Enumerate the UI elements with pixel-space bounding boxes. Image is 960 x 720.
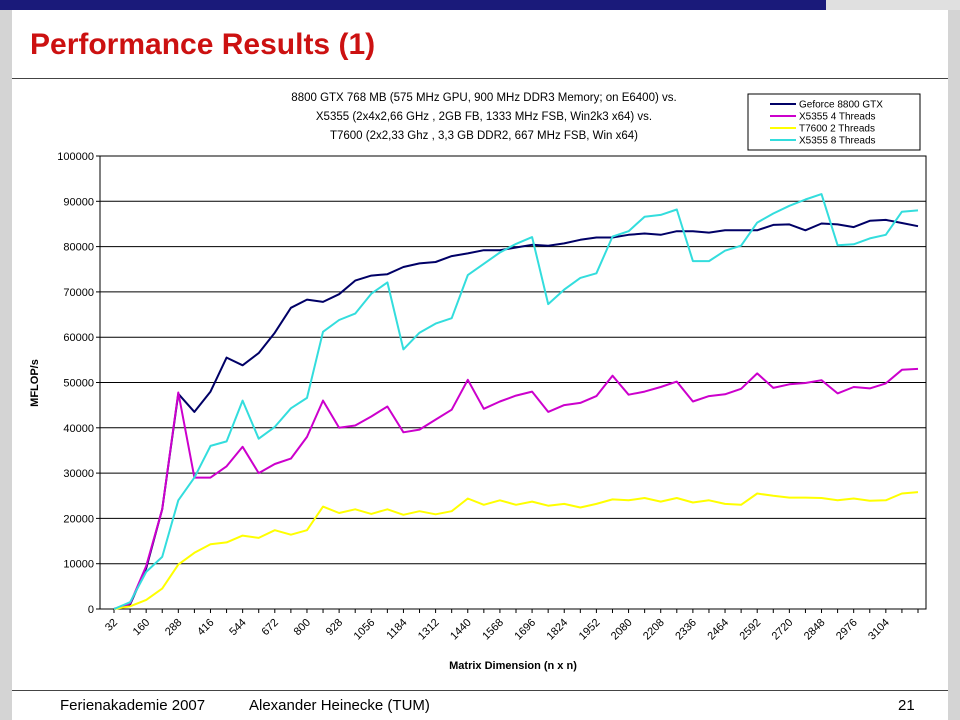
x-tick-label: 1952 [577,617,603,643]
x-tick-label: 2208 [641,617,667,643]
x-tick-label: 1568 [480,617,506,643]
right-border-band [948,10,960,720]
x-tick-label: 1056 [352,617,378,643]
y-tick-label: 10000 [63,559,94,571]
series-line-3 [113,491,919,610]
slide-title: Performance Results (1) [30,28,376,61]
footer-event: Ferienakademie 2007 [60,697,206,714]
x-tick-label: 544 [227,617,248,638]
chart-title-line-1: 8800 GTX 768 MB (575 MHz GPU, 900 MHz DD… [291,92,676,104]
y-tick-label: 60000 [63,332,94,344]
x-tick-label: 32 [103,617,120,634]
gridlines [100,200,926,565]
top-accent-bar-right [826,0,960,10]
x-tick-label: 672 [259,617,280,638]
y-tick-label: 90000 [63,196,94,208]
footer-author: Alexander Heinecke (TUM) [249,697,430,714]
legend-label: X5355 4 Threads [799,112,876,123]
series-lines [113,193,919,610]
series-line-2 [113,367,919,610]
chart-title-line-3: T7600 (2x2,33 Ghz , 3,3 GB DDR2, 667 MHz… [330,130,638,142]
x-tick-label: 2080 [609,617,635,643]
left-border-band [0,10,12,720]
x-tick-label: 3104 [866,617,892,643]
y-tick-label: 40000 [63,423,94,435]
x-axis-title: Matrix Dimension (n x n) [449,660,577,672]
x-tick-label: 2336 [673,617,699,643]
series-line-1 [113,218,919,610]
performance-chart: 8800 GTX 768 MB (575 MHz GPU, 900 MHz DD… [29,92,927,672]
x-tick-label: 1184 [384,617,409,642]
y-axis-ticks: 0 10000 20000 30000 40000 50000 60000 70000 8000… [57,151,100,616]
y-tick-label: 100000 [57,151,94,163]
y-tick-label: 70000 [63,287,94,299]
y-axis-title: MFLOP/s [29,359,41,407]
x-axis-ticks: 32 160 288 416 544 672 800 928 1056 1184 1312 1440 1… [103,609,919,643]
x-tick-label: 1824 [545,617,571,643]
legend-label: X5355 8 Threads [799,136,876,147]
chart-title: 8800 GTX 768 MB (575 MHz GPU, 900 MHz DD… [291,92,676,142]
series-line-4 [113,193,919,610]
x-tick-label: 160 [131,617,152,638]
legend-label: Geforce 8800 GTX [799,100,883,111]
y-tick-label: 30000 [63,468,94,480]
x-tick-label: 2848 [802,617,828,643]
x-tick-label: 2464 [705,617,731,643]
legend-label: T7600 2 Threads [799,124,875,135]
x-tick-label: 2592 [738,617,764,643]
x-tick-label: 1696 [512,617,538,643]
y-tick-label: 50000 [63,378,94,390]
x-tick-label: 1440 [448,617,474,643]
title-divider [12,78,948,79]
x-tick-label: 1312 [416,617,442,643]
x-tick-label: 416 [195,617,216,638]
x-tick-label: 800 [292,617,313,638]
y-tick-label: 20000 [63,513,94,525]
y-tick-label: 0 [88,604,94,616]
footer-divider [12,690,948,691]
y-tick-label: 80000 [63,242,94,254]
page-number: 21 [898,697,915,714]
top-accent-bar [0,0,826,10]
chart-title-line-2: X5355 (2x4x2,66 GHz , 2GB FB, 1333 MHz F… [316,111,652,123]
x-tick-label: 928 [324,617,345,638]
x-tick-label: 2720 [770,617,796,643]
x-tick-label: 2976 [834,617,860,643]
x-tick-label: 288 [163,617,184,638]
